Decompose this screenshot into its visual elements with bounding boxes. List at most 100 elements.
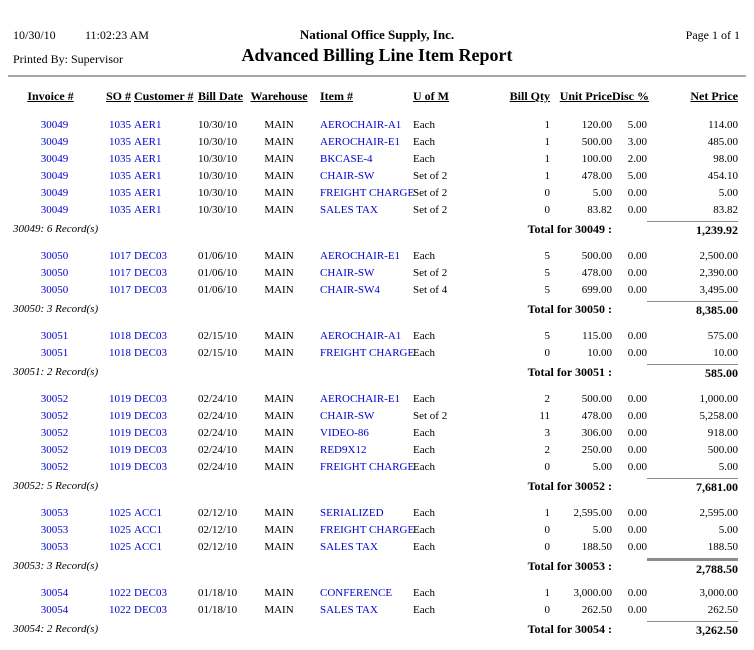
cell-invoice[interactable]: 30049 [40,136,69,148]
cell-bill-date: 02/24/10 [198,444,238,456]
cell-invoice[interactable]: 30054 [40,587,69,599]
cell-so[interactable]: 1019 [109,427,131,439]
cell-warehouse: MAIN [264,267,294,279]
cell-customer[interactable]: DEC03 [134,444,167,456]
cell-item[interactable]: AEROCHAIR-E1 [320,393,401,405]
cell-so[interactable]: 1017 [109,284,131,296]
cell-so[interactable]: 1022 [109,587,131,599]
cell-invoice[interactable]: 30053 [40,507,69,519]
cell-unit-price: 500.00 [581,136,612,148]
cell-so[interactable]: 1017 [109,250,131,262]
cell-so[interactable]: 1019 [109,393,131,405]
cell-invoice[interactable]: 30054 [40,604,69,616]
cell-disc: 5.00 [627,119,647,131]
record-count: 30052: 5 Record(s) [13,480,99,492]
cell-invoice[interactable]: 30050 [40,250,69,262]
cell-customer[interactable]: AER1 [134,170,162,182]
cell-customer[interactable]: DEC03 [134,347,167,359]
printed-by: Printed By: Supervisor [13,52,123,66]
cell-invoice[interactable]: 30052 [40,393,69,405]
cell-invoice[interactable]: 30053 [40,524,69,536]
cell-so[interactable]: 1019 [109,461,131,473]
cell-item[interactable]: AEROCHAIR-E1 [320,136,401,148]
cell-so[interactable]: 1025 [109,541,131,553]
cell-item[interactable]: FREIGHT CHARGE [320,524,415,536]
cell-item[interactable]: FREIGHT CHARGE [320,187,415,199]
cell-customer[interactable]: DEC03 [134,461,167,473]
cell-invoice[interactable]: 30051 [40,330,69,342]
cell-so[interactable]: 1035 [109,136,131,148]
cell-invoice[interactable]: 30049 [40,153,69,165]
cell-item[interactable]: AEROCHAIR-E1 [320,250,401,262]
table-row: 30051 1018 DEC03 02/15/10 MAIN AEROCHAIR-A1 Ea… [10,328,754,345]
cell-unit-price: 100.00 [581,153,612,165]
cell-item[interactable]: CHAIR-SW4 [320,284,380,296]
invoice-section-30050: 30050 1017 DEC03 01/06/10 MAIN AEROCHAIR-E1 Ea… [0,248,754,318]
cell-customer[interactable]: ACC1 [134,524,163,536]
cell-invoice[interactable]: 30050 [40,284,69,296]
cell-customer[interactable]: ACC1 [134,541,163,553]
cell-item[interactable]: BKCASE-4 [320,153,373,165]
cell-so[interactable]: 1025 [109,507,131,519]
cell-item[interactable]: SERIALIZED [320,507,384,519]
cell-so[interactable]: 1018 [109,330,131,342]
cell-customer[interactable]: DEC03 [134,427,167,439]
cell-so[interactable]: 1035 [109,204,131,216]
cell-so[interactable]: 1022 [109,604,131,616]
cell-so[interactable]: 1035 [109,119,131,131]
cell-customer[interactable]: DEC03 [134,284,167,296]
cell-so[interactable]: 1017 [109,267,131,279]
cell-so[interactable]: 1019 [109,410,131,422]
cell-bill-date: 01/06/10 [198,250,238,262]
cell-so[interactable]: 1035 [109,187,131,199]
cell-item[interactable]: CHAIR-SW [320,170,375,182]
cell-uofm: Each [413,587,435,599]
cell-invoice[interactable]: 30052 [40,444,69,456]
cell-item[interactable]: VIDEO-86 [320,427,369,439]
cell-item[interactable]: FREIGHT CHARGE [320,461,415,473]
cell-customer[interactable]: AER1 [134,204,162,216]
cell-invoice[interactable]: 30052 [40,461,69,473]
cell-customer[interactable]: AER1 [134,136,162,148]
cell-customer[interactable]: DEC03 [134,250,167,262]
cell-item[interactable]: CONFERENCE [320,587,393,599]
cell-invoice[interactable]: 30051 [40,347,69,359]
cell-invoice[interactable]: 30049 [40,204,69,216]
cell-invoice[interactable]: 30049 [40,119,69,131]
cell-invoice[interactable]: 30049 [40,170,69,182]
cell-customer[interactable]: DEC03 [134,604,167,616]
cell-customer[interactable]: DEC03 [134,267,167,279]
cell-customer[interactable]: AER1 [134,153,162,165]
cell-unit-price: 500.00 [581,250,612,262]
cell-item[interactable]: SALES TAX [320,604,378,616]
cell-invoice[interactable]: 30049 [40,187,69,199]
cell-so[interactable]: 1018 [109,347,131,359]
cell-customer[interactable]: DEC03 [134,587,167,599]
cell-invoice[interactable]: 30052 [40,427,69,439]
cell-item[interactable]: AEROCHAIR-A1 [320,119,402,131]
cell-item[interactable]: AEROCHAIR-A1 [320,330,402,342]
cell-so[interactable]: 1019 [109,444,131,456]
table-row: 30050 1017 DEC03 01/06/10 MAIN CHAIR-SW Set of… [10,265,754,282]
cell-item[interactable]: CHAIR-SW [320,267,375,279]
cell-so[interactable]: 1025 [109,524,131,536]
cell-invoice[interactable]: 30050 [40,267,69,279]
cell-item[interactable]: SALES TAX [320,541,378,553]
cell-so[interactable]: 1035 [109,170,131,182]
cell-qty: 0 [544,461,551,473]
cell-customer[interactable]: AER1 [134,119,162,131]
cell-customer[interactable]: DEC03 [134,410,167,422]
cell-so[interactable]: 1035 [109,153,131,165]
cell-customer[interactable]: DEC03 [134,393,167,405]
cell-customer[interactable]: ACC1 [134,507,163,519]
cell-customer[interactable]: AER1 [134,187,162,199]
cell-item[interactable]: FREIGHT CHARGE [320,347,415,359]
cell-disc: 0.00 [627,604,647,616]
cell-item[interactable]: SALES TAX [320,204,378,216]
cell-invoice[interactable]: 30052 [40,410,69,422]
cell-invoice[interactable]: 30053 [40,541,69,553]
cell-item[interactable]: CHAIR-SW [320,410,375,422]
cell-item[interactable]: RED9X12 [320,444,367,456]
cell-qty: 11 [539,410,550,422]
cell-customer[interactable]: DEC03 [134,330,167,342]
